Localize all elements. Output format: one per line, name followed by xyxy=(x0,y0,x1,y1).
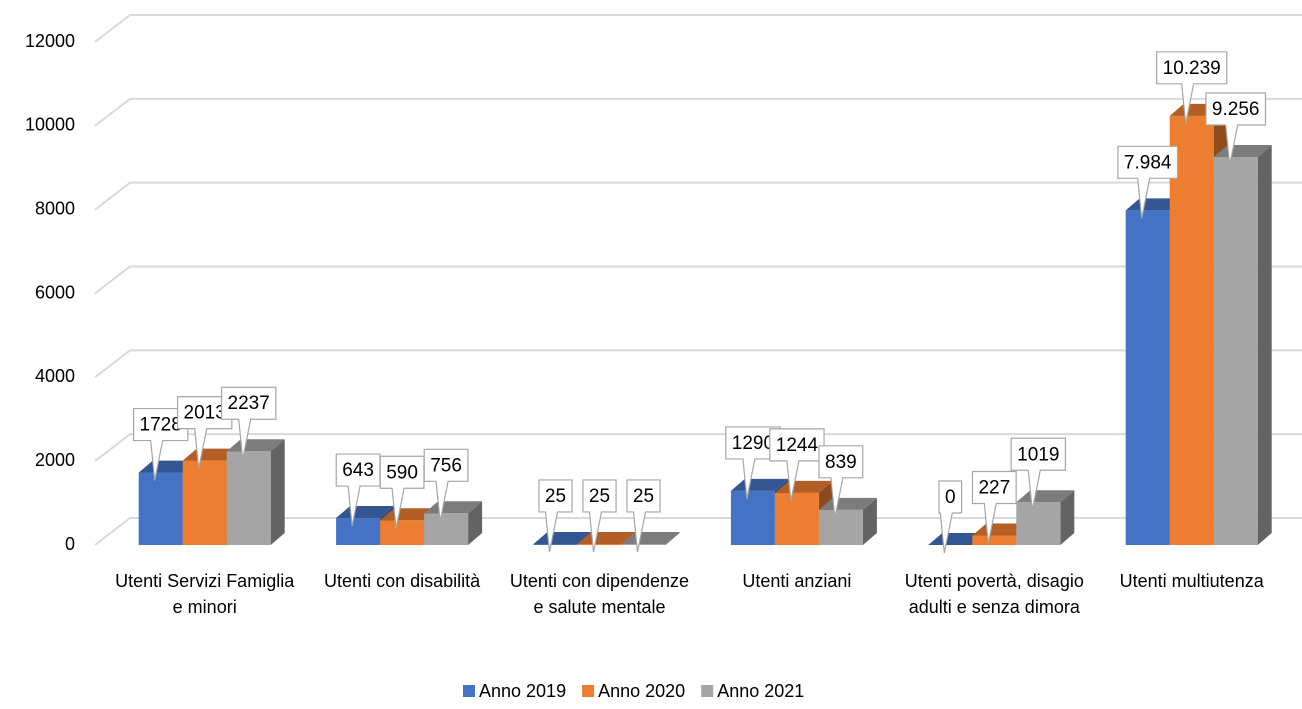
data-label: 1244 xyxy=(769,428,825,501)
legend-swatch xyxy=(582,685,595,697)
data-label-text: 2237 xyxy=(228,393,270,414)
data-label-box xyxy=(423,448,469,522)
x-tick-label: Utenti povertà, disagio adulti e senza d… xyxy=(904,571,1084,617)
bar xyxy=(730,490,775,545)
data-label-text: 756 xyxy=(430,455,462,476)
legend-label: Anno 2021 xyxy=(717,681,804,701)
data-label-box xyxy=(538,479,573,553)
data-label: 227 xyxy=(971,470,1017,544)
y-tick-label: 8000 xyxy=(35,198,75,218)
grid-line xyxy=(94,433,1302,462)
data-label-text: 7.984 xyxy=(1124,152,1172,173)
grid-line xyxy=(94,349,1302,379)
data-label: 1290 xyxy=(725,426,781,500)
bar xyxy=(1016,502,1061,545)
data-label-text: 25 xyxy=(545,486,566,507)
data-label-box xyxy=(582,479,617,553)
data-label-text: 25 xyxy=(633,486,654,507)
data-label-box xyxy=(220,386,277,460)
bar xyxy=(380,520,425,545)
grid-line xyxy=(94,97,1302,127)
grid-line xyxy=(94,181,1302,211)
data-label: 1019 xyxy=(1010,437,1067,511)
data-label-text: 2013 xyxy=(184,403,226,424)
data-label-box xyxy=(1010,437,1067,511)
data-label-text: 1728 xyxy=(140,415,182,436)
bar xyxy=(972,535,1017,545)
data-label-box xyxy=(626,479,661,553)
data-label: 9.256 xyxy=(1205,92,1267,166)
data-label-text: 1244 xyxy=(776,435,819,456)
data-label: 7.984 xyxy=(1117,145,1179,219)
legend-label: Anno 2020 xyxy=(598,681,685,701)
data-label: 2013 xyxy=(176,396,233,469)
data-label-text: 839 xyxy=(825,452,857,473)
x-tick-label: Utenti Servizi Famiglia e minori xyxy=(115,571,295,617)
legend-swatch xyxy=(463,685,475,697)
bar xyxy=(774,492,819,545)
bar xyxy=(182,460,227,545)
x-tick-label: Utenti multiutenza xyxy=(1119,571,1264,591)
bar xyxy=(577,543,622,545)
data-label-box xyxy=(1156,51,1228,124)
bar xyxy=(138,472,183,545)
bar xyxy=(621,543,666,545)
data-label-text: 1019 xyxy=(1017,444,1059,465)
data-label: 756 xyxy=(423,448,469,522)
data-label: 2237 xyxy=(220,386,277,460)
grid-line xyxy=(94,265,1302,295)
bar xyxy=(226,451,271,545)
y-tick-label: 12000 xyxy=(25,31,75,51)
data-label: 839 xyxy=(818,445,864,518)
grid-line xyxy=(94,517,1302,546)
data-label: 25 xyxy=(538,479,573,553)
x-tick-label: Utenti con disabilità xyxy=(324,571,481,591)
bar xyxy=(1213,157,1258,545)
data-label-text: 227 xyxy=(978,478,1010,499)
data-label-text: 643 xyxy=(342,460,374,481)
x-tick-label: Utenti con dipendenze e salute mentale xyxy=(509,571,690,617)
data-label-box xyxy=(1117,145,1179,219)
bar-side xyxy=(665,531,680,545)
legend-label: Anno 2019 xyxy=(479,681,566,701)
y-tick-label: 6000 xyxy=(35,282,75,302)
x-tick-label: Utenti anziani xyxy=(742,571,852,591)
data-label: 25 xyxy=(582,479,617,553)
bar xyxy=(533,543,578,545)
data-label-text: 0 xyxy=(945,487,956,508)
data-label: 0 xyxy=(938,480,963,554)
data-label-box xyxy=(1205,92,1267,166)
data-label-text: 1290 xyxy=(732,433,774,454)
data-label-text: 590 xyxy=(386,462,418,483)
bar-side xyxy=(1257,145,1272,545)
data-label-box xyxy=(938,480,963,554)
y-tick-label: 2000 xyxy=(35,450,75,470)
data-label: 10.239 xyxy=(1156,51,1228,124)
bar xyxy=(336,518,381,545)
data-label-box xyxy=(769,428,825,501)
bar-side xyxy=(862,497,877,545)
data-label-box xyxy=(818,445,864,518)
data-label-text: 9.256 xyxy=(1212,99,1260,120)
grid-line xyxy=(94,14,1302,43)
bar-side xyxy=(1060,490,1075,545)
bar xyxy=(1125,210,1170,545)
bar xyxy=(1169,115,1214,545)
bar-side xyxy=(270,439,285,545)
data-label-text: 25 xyxy=(589,486,610,507)
y-tick-label: 0 xyxy=(65,534,75,554)
data-label-text: 10.239 xyxy=(1163,58,1221,79)
data-label-box xyxy=(971,470,1017,544)
y-tick-label: 4000 xyxy=(35,366,75,386)
bar-side xyxy=(468,501,483,545)
bar xyxy=(424,513,469,545)
data-label: 25 xyxy=(626,479,661,553)
bar xyxy=(818,509,863,545)
y-tick-label: 10000 xyxy=(25,115,75,135)
legend-swatch xyxy=(701,685,714,697)
